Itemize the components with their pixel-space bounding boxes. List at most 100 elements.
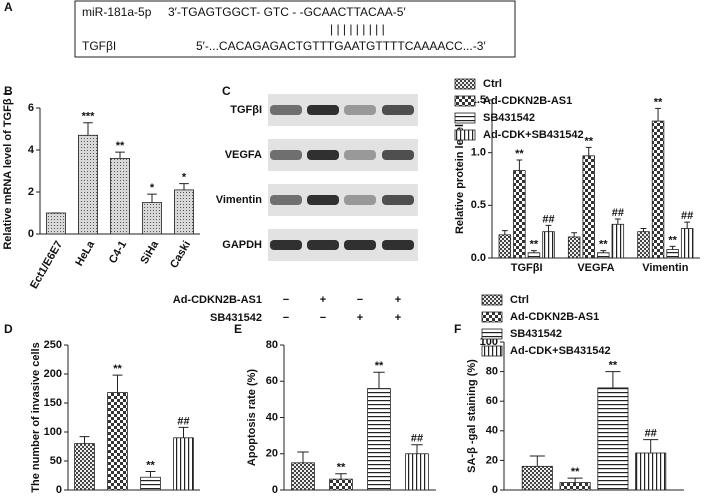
error-bar (585, 146, 592, 156)
legend-label: Ad-CDKN2B-AS1 (483, 95, 572, 107)
blot-row-label: TGFβI (230, 104, 262, 116)
y-tick-label: 250 (44, 339, 62, 351)
blot-band (270, 105, 302, 115)
error-bar (147, 193, 157, 203)
y-tick-label: 0.5 (471, 199, 486, 211)
y-tick-label: 100 (44, 426, 62, 438)
y-axis-label: SA-β -gal staining (%) (466, 359, 478, 473)
bar (107, 392, 128, 491)
blot-band (307, 240, 339, 250)
bar (527, 252, 541, 259)
condition-sign: + (395, 312, 401, 324)
target-name: TGFβI (82, 39, 116, 53)
bar (173, 437, 194, 491)
blot-band (382, 150, 414, 160)
blot-band (270, 240, 302, 250)
bar (498, 234, 512, 259)
condition-label: SB431542 (210, 312, 262, 324)
legend-swatch (454, 112, 476, 124)
y-tick-label: 0 (492, 484, 498, 496)
annotation: ** (668, 234, 677, 246)
y-tick-label: 40 (266, 411, 278, 423)
annotation: ** (337, 462, 346, 474)
x-tick-label: C4-1 (107, 239, 129, 266)
panel-label: B (4, 84, 13, 98)
y-tick-label: 0 (272, 484, 278, 496)
error-bar (655, 107, 661, 122)
y-axis-label: Relative protein level (454, 124, 466, 234)
panel-label: D (4, 322, 13, 336)
bar (597, 387, 629, 491)
y-tick-label: 50 (50, 455, 62, 467)
legend-label: Ctrl (483, 78, 502, 90)
error-bar (571, 232, 578, 237)
y-tick-label: 60 (266, 375, 278, 387)
bar (635, 452, 667, 491)
blot-band (307, 195, 339, 205)
blot-row-label: GAPDH (222, 239, 262, 251)
bar (680, 228, 694, 259)
mirna-seq: 3′-TGAGTGGCT- GTC - -GCAACTTACAA-5′ (168, 5, 406, 19)
error-bar (501, 230, 508, 235)
legend-swatch (454, 95, 476, 107)
x-tick-label: Caski (168, 239, 193, 270)
x-tick-label: Vimentin (642, 262, 689, 274)
y-tick-label: 4 (28, 144, 35, 156)
legend-swatch (481, 328, 503, 340)
error-bar (115, 151, 125, 159)
condition-sign: − (357, 294, 363, 306)
blot-row-label: Vimentin (216, 194, 263, 206)
bar (651, 120, 665, 259)
error-bar (531, 250, 537, 253)
blot-band (382, 195, 414, 205)
condition-sign: + (357, 312, 363, 324)
bar (666, 249, 679, 259)
annotation: ## (645, 428, 657, 440)
condition-sign: − (320, 312, 326, 324)
error-bar (83, 122, 93, 136)
error-bar (614, 218, 621, 225)
condition-sign: + (320, 294, 326, 306)
error-bar (600, 250, 607, 253)
y-tick-label: 2 (28, 186, 34, 198)
bar (597, 252, 610, 259)
bar (582, 155, 595, 259)
blot-band (344, 150, 376, 160)
y-tick-label: 40 (486, 425, 498, 437)
condition-sign: + (395, 294, 401, 306)
bar (637, 231, 650, 259)
error-bar (297, 451, 309, 463)
condition-label: Ad-CDKN2B-AS1 (173, 294, 262, 306)
annotation: ## (681, 210, 693, 222)
bar (611, 223, 625, 259)
condition-sign: − (283, 294, 289, 306)
bar (521, 465, 553, 491)
legend-swatch (481, 345, 503, 357)
y-axis-label: Relative mRNA level of TGFβ I (2, 92, 14, 249)
error-bar (545, 224, 552, 232)
error-bar (684, 221, 691, 229)
blot-band (382, 240, 414, 250)
annotation: * (182, 172, 187, 184)
bar (567, 236, 581, 259)
annotation: ** (530, 239, 539, 251)
x-tick-label: HeLa (73, 238, 97, 268)
annotation: ** (113, 363, 122, 375)
target-seq: 5′-...CACAGAGACTGTTTGAATGTTTTCAAAACC...-… (196, 39, 486, 53)
bar (367, 388, 391, 491)
error-bar (643, 439, 659, 453)
annotation: *** (82, 111, 96, 123)
error-bar (373, 371, 385, 389)
annotation: * (150, 182, 155, 194)
annotation: ** (571, 466, 580, 478)
annotation: ** (515, 148, 524, 160)
y-tick-label: 150 (44, 397, 62, 409)
blot-band (307, 150, 339, 160)
y-tick-label: 0.0 (471, 252, 486, 264)
mirna-name: miR-181a-5p (82, 5, 152, 19)
annotation: ** (609, 360, 618, 372)
legend-label: Ad-CDK+SB431542 (510, 345, 611, 357)
error-bar (640, 228, 647, 232)
y-axis-label: The number of invasive cells (30, 342, 42, 492)
